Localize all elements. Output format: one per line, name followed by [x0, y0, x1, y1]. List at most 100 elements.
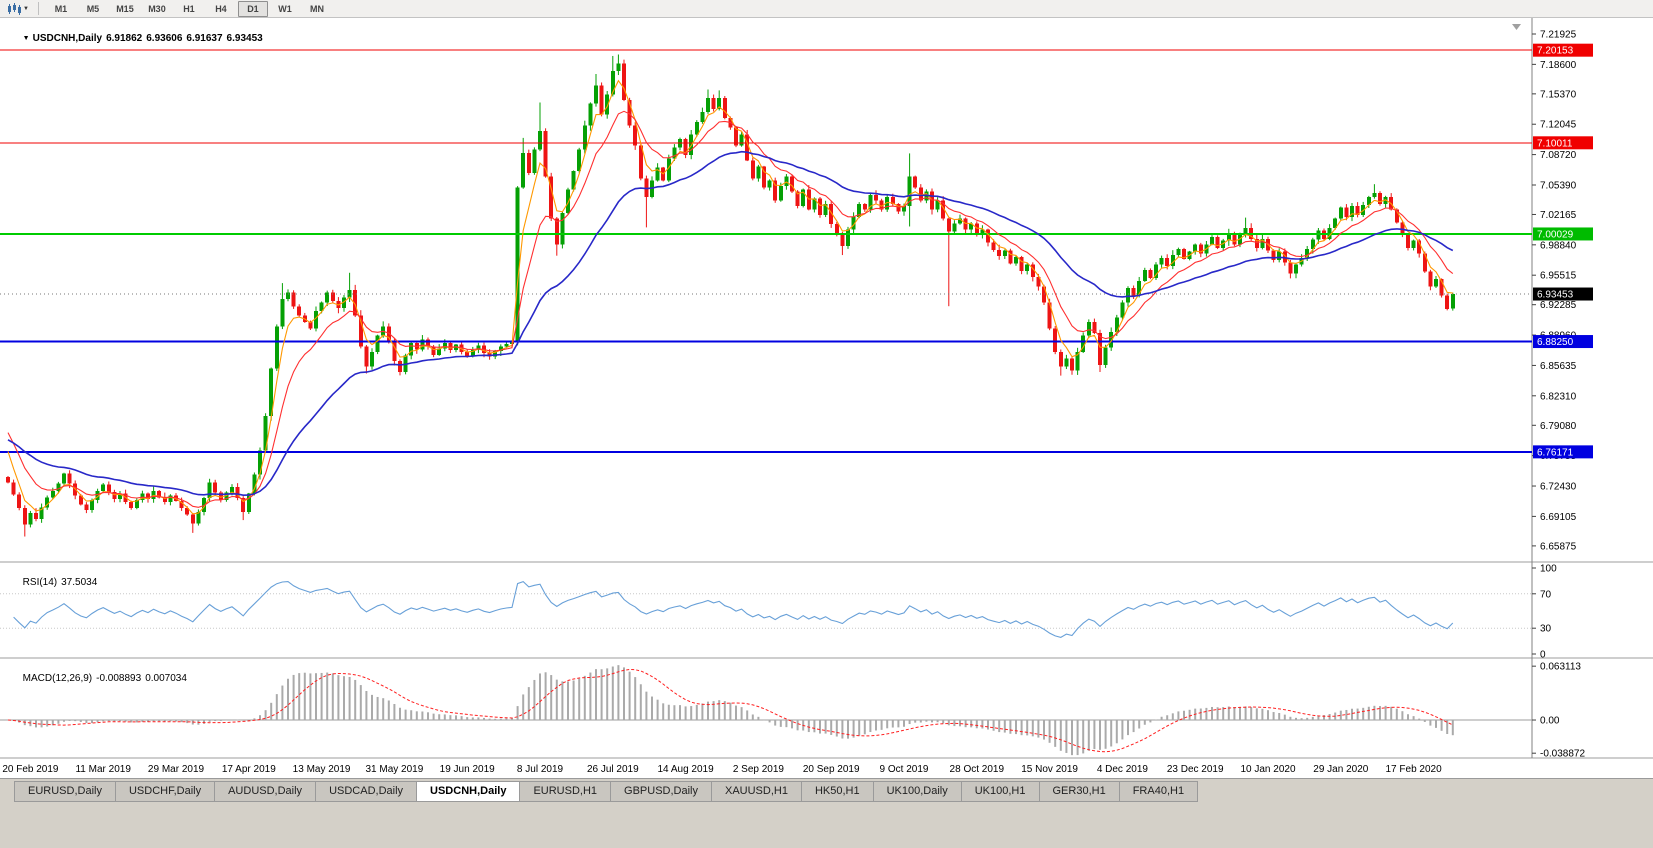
svg-text:-0.038872: -0.038872 [1540, 749, 1585, 760]
svg-text:0.063113: 0.063113 [1540, 662, 1581, 673]
timeframe-button-d1[interactable]: D1 [237, 0, 268, 17]
svg-text:7.18600: 7.18600 [1540, 60, 1577, 71]
chart-tabs-bar: EURUSD,Daily USDCHF,Daily AUDUSD,Daily USDC… [0, 779, 1653, 802]
svg-text:2 Sep 2019: 2 Sep 2019 [733, 764, 785, 775]
timeframe-button-h1[interactable]: H1 [183, 3, 195, 14]
chart-tab-uk100-daily[interactable]: UK100,Daily [873, 781, 962, 802]
svg-text:6.98840: 6.98840 [1540, 240, 1577, 251]
ma-line-mid-red [7, 110, 1454, 508]
symbol-dropdown-icon[interactable]: ▼ [22, 35, 30, 42]
chart-tab-uk100-h1[interactable]: UK100,H1 [961, 781, 1040, 802]
macd-signal-value: 0.007034 [145, 673, 187, 684]
chart-type-caret-icon: ▼ [23, 5, 29, 12]
svg-text:6.72430: 6.72430 [1540, 482, 1577, 493]
svg-text:28 Oct 2019: 28 Oct 2019 [950, 764, 1005, 775]
svg-text:17 Feb 2020: 17 Feb 2020 [1386, 764, 1443, 775]
price-badge-resistance-mid [1533, 136, 1593, 150]
timeframe-button-mn[interactable]: MN [309, 3, 324, 14]
candles [6, 54, 1455, 537]
chart-tab-usdcnh-daily[interactable]: USDCNH,Daily [417, 781, 521, 802]
svg-text:7.20153: 7.20153 [1537, 46, 1574, 57]
svg-text:0.00: 0.00 [1540, 716, 1560, 727]
svg-text:15 Nov 2019: 15 Nov 2019 [1021, 764, 1078, 775]
macd-name: MACD(12,26,9) [22, 673, 93, 684]
chart-tab-eurusd-h1[interactable]: EURUSD,H1 [520, 781, 612, 802]
price-badge-resistance-upper [1533, 43, 1593, 57]
svg-text:19 Jun 2019: 19 Jun 2019 [440, 764, 495, 775]
svg-text:6.79080: 6.79080 [1540, 421, 1577, 432]
price-badge-support-upper [1533, 335, 1593, 349]
timeframe-button-m30[interactable]: M30 [148, 3, 166, 14]
price-badge-support-lower [1533, 445, 1593, 459]
rsi-pane: 100 70 30 0 [0, 564, 1557, 661]
timeframe-button-w1[interactable]: W1 [278, 3, 292, 14]
rsi-name: RSI(14) [22, 577, 58, 588]
chart-tab-fra40-h1[interactable]: FRA40,H1 [1119, 781, 1199, 802]
bottom-bar: EURUSD,Daily USDCHF,Daily AUDUSD,Daily USDC… [0, 778, 1653, 848]
price-level-badges: 7.20153 7.10011 7.00029 6.93453 6.88250 6.761… [1533, 43, 1593, 459]
rsi-line [13, 580, 1454, 638]
timeframe-button-m1[interactable]: M1 [54, 3, 68, 14]
svg-text:6.88250: 6.88250 [1537, 337, 1574, 348]
chart-tab-xauusd-h1[interactable]: XAUUSD,H1 [711, 781, 802, 802]
svg-text:7.15370: 7.15370 [1540, 89, 1577, 100]
macd-pane: 0.063113 0.00 -0.038872 [0, 662, 1585, 760]
svg-text:29 Mar 2019: 29 Mar 2019 [148, 764, 205, 775]
chart-tab-usdcad-daily[interactable]: USDCAD,Daily [316, 781, 418, 802]
chart-window[interactable]: 7.21925 7.18600 7.15370 7.12045 7.08720 7.053… [0, 18, 1653, 778]
ohlc-open: 6.91862 [106, 33, 143, 44]
price-chart-canvas[interactable]: 7.21925 7.18600 7.15370 7.12045 7.08720 7.053… [0, 18, 1653, 778]
scroll-marker [1512, 24, 1521, 30]
svg-text:8 Jul 2019: 8 Jul 2019 [517, 764, 564, 775]
candlestick-chart-icon [8, 2, 21, 15]
svg-text:6.69105: 6.69105 [1540, 512, 1577, 523]
svg-text:31 May 2019: 31 May 2019 [365, 764, 423, 775]
rsi-value: 37.5034 [61, 577, 98, 588]
svg-text:9 Oct 2019: 9 Oct 2019 [880, 764, 929, 775]
ma-line-slow-blue [7, 150, 1454, 497]
top-toolbar: ▼ M1 M5 M15 M30 H1 H4 D1 W1 MN [0, 0, 1653, 18]
chart-tab-eurusd-daily[interactable]: EURUSD,Daily [14, 781, 116, 802]
svg-text:23 Dec 2019: 23 Dec 2019 [1167, 764, 1224, 775]
svg-text:14 Aug 2019: 14 Aug 2019 [658, 764, 715, 775]
chart-tab-ger30-h1[interactable]: GER30,H1 [1039, 781, 1120, 802]
timeframe-button-m5[interactable]: M5 [86, 3, 100, 14]
chart-tab-audusd-daily[interactable]: AUDUSD,Daily [215, 781, 317, 802]
timeframe-button-h4[interactable]: H4 [215, 3, 227, 14]
chart-type-button[interactable]: ▼ [4, 2, 32, 16]
svg-text:17 Apr 2019: 17 Apr 2019 [222, 764, 276, 775]
svg-text:6.82310: 6.82310 [1540, 391, 1577, 402]
svg-text:7.08720: 7.08720 [1540, 150, 1577, 161]
chart-tab-hk50-h1[interactable]: HK50,H1 [801, 781, 874, 802]
svg-text:7.02165: 7.02165 [1540, 210, 1577, 221]
ohlc-high: 6.93606 [146, 33, 183, 44]
svg-text:100: 100 [1540, 564, 1557, 575]
svg-text:0: 0 [1540, 650, 1546, 661]
time-axis[interactable]: 20 Feb 2019 11 Mar 2019 29 Mar 2019 17 Apr … [2, 764, 1442, 775]
svg-text:11 Mar 2019: 11 Mar 2019 [75, 764, 131, 775]
ohlc-low: 6.91637 [186, 33, 223, 44]
chart-symbol-label: USDCNH,Daily [32, 33, 103, 44]
ma-line-fast-orange [7, 79, 1453, 515]
svg-text:7.12045: 7.12045 [1540, 120, 1577, 131]
svg-text:6.92285: 6.92285 [1540, 300, 1577, 311]
svg-text:70: 70 [1540, 589, 1552, 600]
macd-histogram [12, 665, 1454, 756]
svg-text:7.00029: 7.00029 [1537, 229, 1574, 240]
svg-text:6.85635: 6.85635 [1540, 361, 1577, 372]
pane-frame [0, 18, 1653, 759]
svg-text:29 Jan 2020: 29 Jan 2020 [1313, 764, 1368, 775]
svg-text:10 Jan 2020: 10 Jan 2020 [1240, 764, 1295, 775]
price-badge-pivot-green [1533, 227, 1593, 241]
moving-averages [7, 79, 1454, 515]
chart-tab-gbpusd-daily[interactable]: GBPUSD,Daily [611, 781, 712, 802]
macd-value: -0.008893 [96, 673, 142, 684]
chart-ohlc-title: ▼ USDCNH,Daily 6.91862 6.93606 6.91637 6.9345… [6, 22, 267, 55]
svg-text:7.10011: 7.10011 [1537, 138, 1573, 149]
macd-indicator-label: MACD(12,26,9) -0.008893 0.007034 [6, 662, 191, 695]
rsi-indicator-label: RSI(14) 37.5034 [6, 566, 101, 599]
timeframe-button-m15[interactable]: M15 [116, 3, 134, 14]
chart-tab-usdchf-daily[interactable]: USDCHF,Daily [115, 781, 216, 802]
svg-text:6.76171: 6.76171 [1537, 447, 1574, 458]
toolbar-separator [37, 2, 39, 15]
